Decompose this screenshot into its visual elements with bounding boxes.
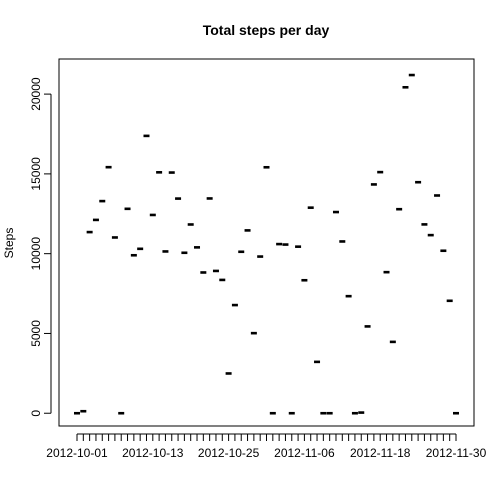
plot-frame xyxy=(58,58,475,427)
y-tick-label: 15000 xyxy=(29,157,43,191)
chart-title: Total steps per day xyxy=(203,22,330,38)
y-tick-label: 5000 xyxy=(29,320,43,347)
y-axis: 0 5000 10000 15000 20000 xyxy=(29,77,52,417)
x-tick-label: 2012-11-06 xyxy=(274,446,335,460)
x-tick-label: 2012-11-30 xyxy=(426,446,487,460)
y-tick-label: 20000 xyxy=(29,77,43,111)
y-tick-label: 0 xyxy=(29,410,43,417)
data-points xyxy=(74,73,459,415)
y-axis-label: Steps xyxy=(2,228,16,259)
y-tick-label: 10000 xyxy=(29,237,43,271)
x-tick-label: 2012-10-01 xyxy=(46,446,108,460)
x-axis: 2012-10-01 2012-10-13 2012-10-25 2012-11-06… xyxy=(46,433,487,460)
x-tick-label: 2012-10-13 xyxy=(122,446,184,460)
x-tick-label: 2012-10-25 xyxy=(198,446,260,460)
x-tick-label: 2012-11-18 xyxy=(350,446,411,460)
